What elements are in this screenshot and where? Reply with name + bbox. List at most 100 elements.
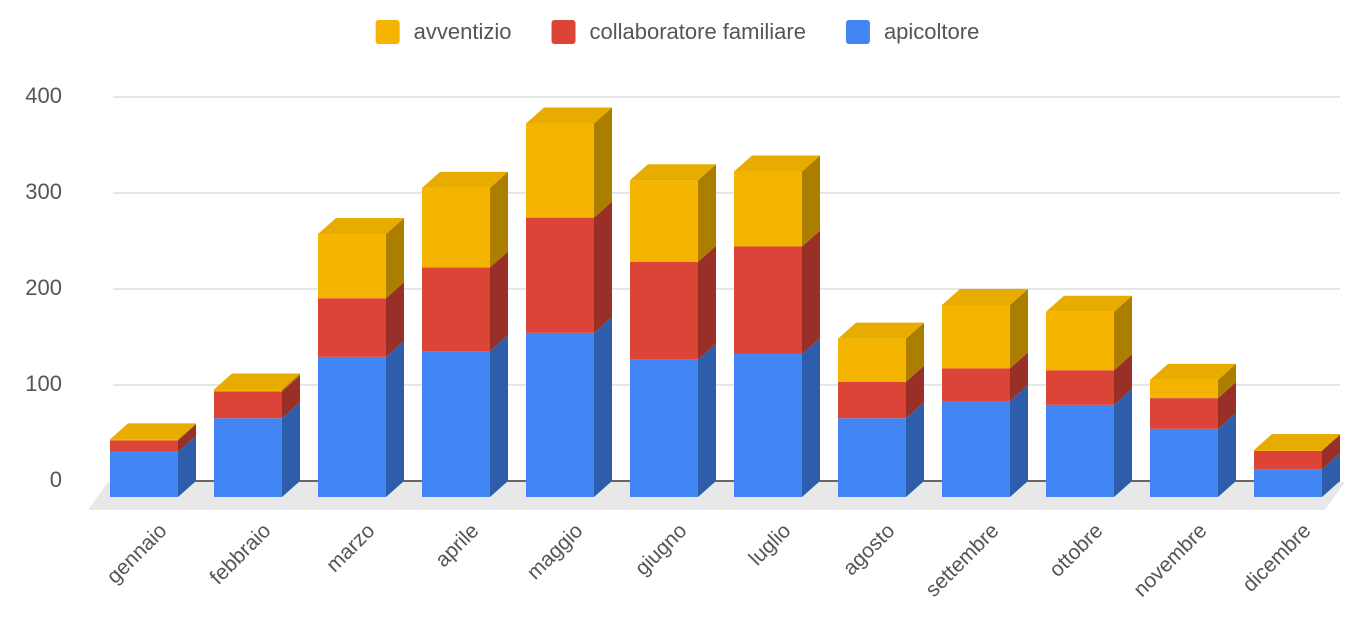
x-tick-label: maggio [522, 519, 587, 584]
bar-side [594, 316, 612, 497]
bar-side [594, 201, 612, 333]
x-tick-label: febbraio [206, 519, 276, 589]
x-tick-label: aprile [431, 519, 484, 572]
bar-top [1046, 295, 1132, 312]
bar-side [1218, 382, 1236, 429]
bar-segment [526, 123, 594, 218]
bar-segment [110, 451, 178, 497]
y-tick-label: 400 [25, 83, 62, 108]
bar-side [1114, 295, 1132, 371]
bar-segment [630, 261, 698, 360]
floor [88, 482, 1345, 510]
bar-segment [734, 246, 802, 354]
bar-segment [110, 439, 178, 441]
bar-side [1010, 289, 1028, 369]
bar-segment [1046, 370, 1114, 405]
bar-side [698, 245, 716, 360]
bar-side [906, 322, 924, 382]
bar-segment [838, 381, 906, 419]
x-tick-label: luglio [745, 519, 796, 570]
bar-segment [110, 440, 178, 452]
bar-side [282, 373, 300, 392]
bar-top [110, 423, 196, 440]
bar-segment [630, 180, 698, 262]
bar-segment [214, 418, 282, 497]
bar-side [1322, 433, 1340, 451]
bar-segment [1254, 449, 1322, 451]
bar-segment [838, 418, 906, 497]
bar-segment [1046, 404, 1114, 497]
bar-side [1322, 434, 1340, 470]
bar-segment [1254, 469, 1322, 497]
x-tick-label: giugno [631, 519, 692, 580]
bar-segment [1150, 379, 1218, 399]
bar-top [526, 107, 612, 124]
bar-segment [838, 338, 906, 382]
y-tick-label: 200 [25, 275, 62, 300]
bar-side [178, 435, 196, 497]
bar-side [594, 107, 612, 218]
bar-side [282, 402, 300, 497]
x-tick-label: novembre [1129, 519, 1211, 601]
bar-side [386, 217, 404, 299]
bar-segment [526, 332, 594, 497]
bar-segment [942, 401, 1010, 497]
bar-side [490, 171, 508, 268]
bar-side [802, 230, 820, 354]
bar-segment [1254, 450, 1322, 470]
bar-side [490, 335, 508, 497]
bar-side [1010, 385, 1028, 497]
bar-side [282, 375, 300, 419]
bar-segment [318, 356, 386, 497]
bar-segment [422, 351, 490, 497]
bar-side [1114, 388, 1132, 497]
bar-top [1150, 363, 1236, 380]
bar-segment [942, 305, 1010, 369]
x-tick-label: agosto [839, 519, 900, 580]
bar-side [698, 164, 716, 262]
bar-side [802, 337, 820, 497]
bar-side [1114, 354, 1132, 405]
legend-label: collaboratore familiare [590, 19, 806, 44]
bar-top [422, 171, 508, 188]
bar-side [1218, 363, 1236, 399]
legend-label: avventizio [414, 19, 512, 44]
bar-segment [318, 233, 386, 299]
legend-label: apicoltore [884, 19, 979, 44]
bar-segment [1150, 398, 1218, 429]
bar-side [1010, 352, 1028, 401]
bar-segment [318, 298, 386, 357]
bar-side [698, 343, 716, 497]
bar-side [906, 402, 924, 497]
bar-top [734, 155, 820, 172]
bar-top [318, 217, 404, 234]
legend-swatch [845, 20, 870, 44]
y-tick-label: 100 [25, 371, 62, 396]
y-tick-label: 0 [50, 467, 62, 492]
bar-side [802, 155, 820, 247]
bar-segment [1150, 428, 1218, 497]
bar-side [1218, 412, 1236, 497]
bar-side [178, 423, 196, 441]
x-tick-label: marzo [322, 519, 380, 577]
x-tick-label: gennaio [102, 519, 171, 588]
bar-side [1322, 453, 1340, 497]
bar-top [214, 373, 300, 390]
bar-side [178, 424, 196, 452]
bar-segment [734, 171, 802, 247]
bar-side [906, 365, 924, 419]
bar-top [838, 322, 924, 339]
legend-swatch [551, 20, 576, 44]
bar-segment [942, 368, 1010, 401]
bar-segment [422, 187, 490, 268]
legend-swatch [375, 20, 400, 44]
y-tick-label: 300 [25, 179, 62, 204]
bar-segment [422, 267, 490, 352]
bar-segment [214, 391, 282, 419]
x-tick-label: ottobre [1045, 519, 1108, 582]
x-tick-label: settembre [921, 519, 1003, 601]
bar-side [386, 340, 404, 497]
bar-segment [734, 353, 802, 497]
bar-side [490, 251, 508, 352]
